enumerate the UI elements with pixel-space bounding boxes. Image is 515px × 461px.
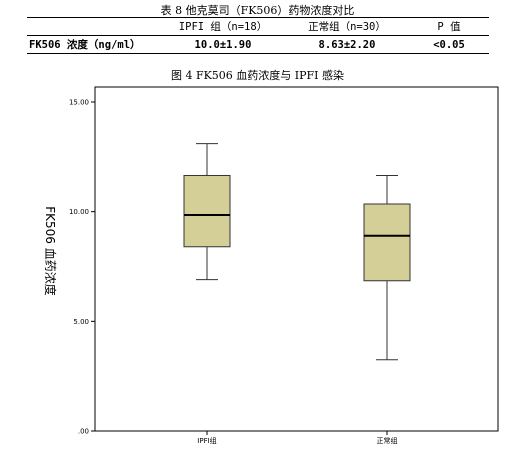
table-row: FK506 浓度（ng/ml） 10.0±1.90 8.63±2.20 <0.0… (27, 35, 489, 54)
normal-value-cell: 8.63±2.20 (285, 35, 409, 54)
p-value-cell: <0.05 (409, 35, 489, 54)
table-title: 表 8 他克莫司（FK506）药物浓度对比 (160, 4, 355, 17)
y-tick-label: 5.00 (73, 318, 89, 326)
figure-caption: 图 4 FK506 血药浓度与 IPFI 感染 (170, 69, 345, 82)
header-cell-ipfi-group: IPFI 组（n=18） (161, 17, 285, 36)
iqr-box (183, 174, 231, 248)
plot-frame (94, 86, 499, 432)
iqr-box (363, 203, 411, 282)
y-tick-label: 10.00 (69, 208, 89, 216)
y-axis: .00 5.00 10.00 15.00 (69, 99, 95, 436)
x-tick-label: IPFI组 (197, 436, 216, 445)
y-tick-label: 15.00 (69, 99, 89, 107)
y-tick-label: .00 (78, 428, 89, 436)
row-label-cell: FK506 浓度（ng/ml） (27, 35, 161, 54)
boxes-group (183, 143, 411, 361)
y-axis-title: FK506 血药浓度 (43, 206, 58, 296)
box-1 (183, 143, 231, 281)
header-cell-blank (27, 17, 161, 36)
table-header-row: IPFI 组（n=18） 正常组（n=30） P 值 (27, 17, 489, 36)
comparison-table: IPFI 组（n=18） 正常组（n=30） P 值 FK506 浓度（ng/m… (27, 17, 489, 54)
ipfi-value-cell: 10.0±1.90 (161, 35, 285, 54)
header-cell-p-value: P 值 (409, 17, 489, 36)
x-tick-label: 正常组 (377, 436, 398, 445)
box-2 (363, 174, 411, 361)
header-cell-normal-group: 正常组（n=30） (285, 17, 409, 36)
x-axis: IPFI组 正常组 (197, 431, 398, 445)
